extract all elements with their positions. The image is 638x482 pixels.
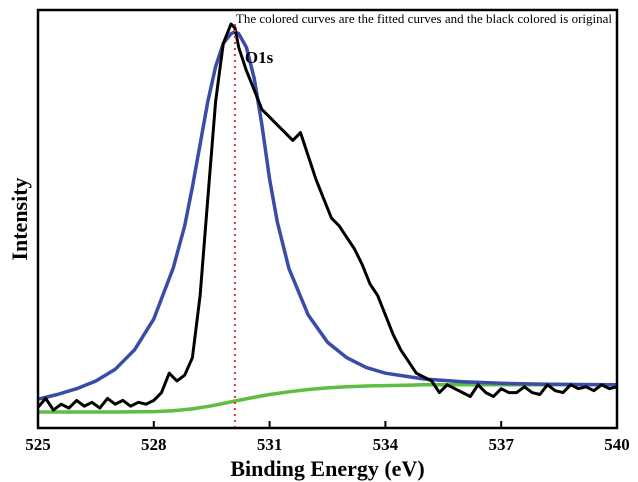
peak-label: O1s xyxy=(245,48,274,67)
x-axis-ticks: 525 528 531 534 537 540 xyxy=(25,421,630,454)
series-layer xyxy=(36,22,618,414)
x-axis-title: Binding Energy (eV) xyxy=(230,456,424,481)
fitted-peak-line xyxy=(37,30,618,401)
chart-annotation: The colored curves are the fitted curves… xyxy=(236,11,613,26)
x-tick-label: 528 xyxy=(141,435,167,454)
fitted-background-line xyxy=(38,383,617,414)
plot-frame xyxy=(36,8,619,430)
x-tick-label: 537 xyxy=(488,435,514,454)
x-tick-label: 531 xyxy=(257,435,283,454)
x-tick-label: 540 xyxy=(604,435,630,454)
x-tick-label: 525 xyxy=(25,435,51,454)
original-spectrum-line xyxy=(36,22,618,412)
x-tick-label: 534 xyxy=(373,435,399,454)
y-axis-title: Intensity xyxy=(7,177,32,260)
